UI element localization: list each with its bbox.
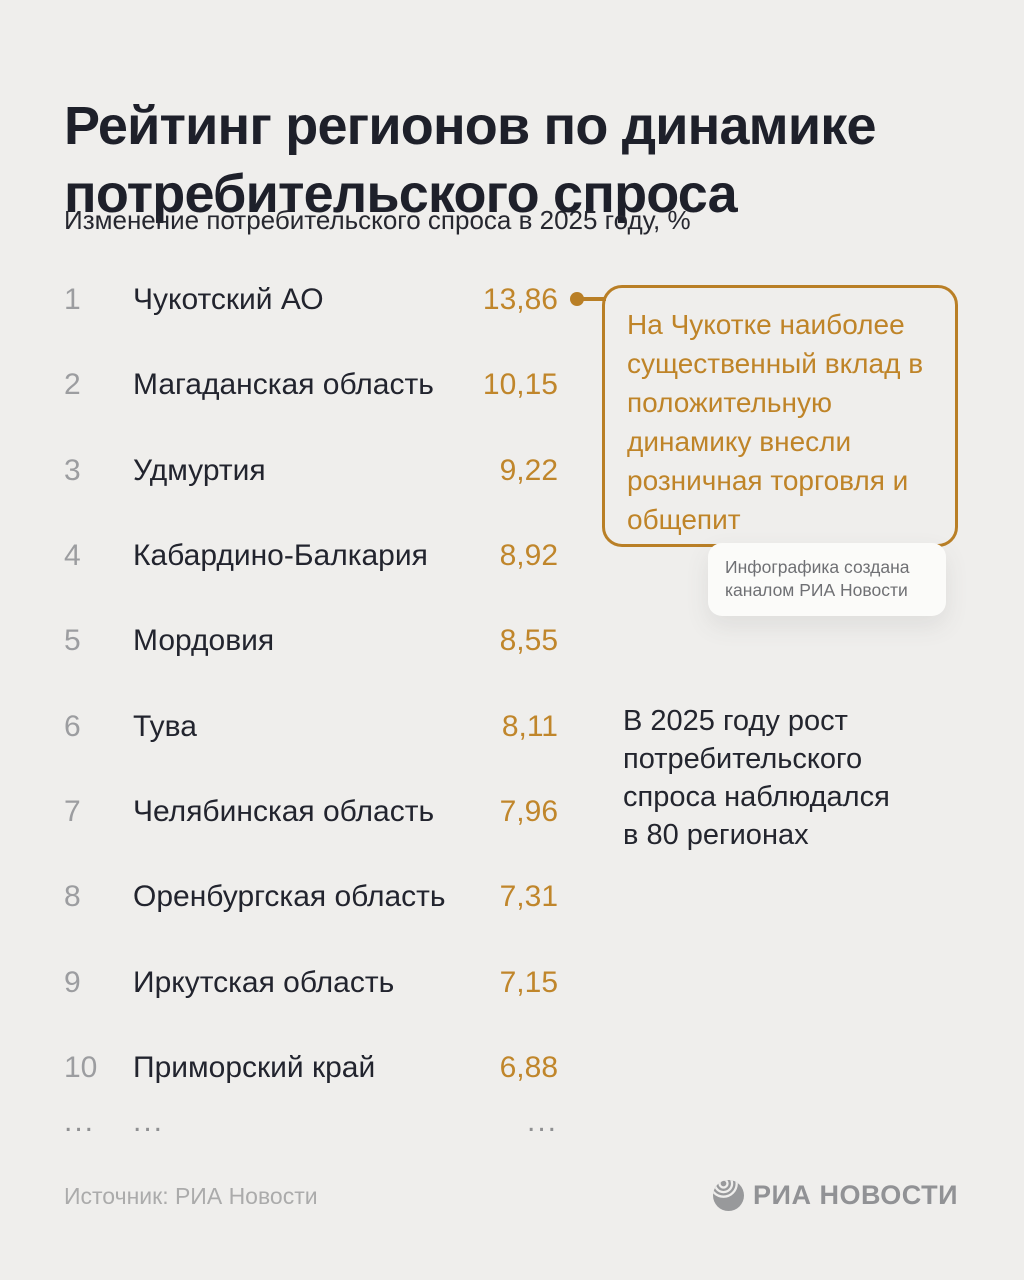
value-ellipsis: ... — [526, 1105, 558, 1138]
region-name: Удмуртия — [133, 454, 266, 487]
value-label: 7,96 — [499, 795, 558, 828]
rank-number: 3 — [64, 454, 81, 487]
value-label: 8,92 — [499, 539, 558, 572]
value-label: 7,15 — [499, 966, 558, 999]
region-name: Мордовия — [133, 624, 275, 657]
value-label: 7,31 — [499, 880, 558, 913]
rank-ellipsis: ... — [64, 1105, 96, 1138]
rank-number: 2 — [64, 368, 81, 401]
value-label: 9,22 — [499, 454, 558, 487]
brand-logo: РИА НОВОСТИ — [713, 1180, 958, 1211]
value-label: 13,86 — [482, 283, 558, 316]
rank-number: 8 — [64, 880, 81, 913]
region-name: Оренбургская область — [133, 880, 446, 913]
region-name: Магаданская область — [133, 368, 434, 401]
table-row: 6 Тува 8,11 — [64, 710, 558, 744]
value-label: 6,88 — [499, 1051, 558, 1084]
region-name: Кабардино-Балкария — [133, 539, 428, 572]
table-row: 3 Удмуртия 9,22 — [64, 454, 558, 488]
table-row: 4 Кабардино-Балкария 8,92 — [64, 539, 558, 573]
table-row: 5 Мордовия 8,55 — [64, 624, 558, 658]
fact-annotation: В 2025 году рост потребительского спроса… — [623, 705, 890, 851]
credit-infobox-text: Инфографика создана каналом РИА Новости — [725, 557, 910, 600]
value-label: 8,55 — [499, 624, 558, 657]
table-row: 10 Приморский край 6,88 — [64, 1051, 558, 1085]
rank-number: 4 — [64, 539, 81, 572]
rank-number: 9 — [64, 966, 81, 999]
rank-number: 7 — [64, 795, 81, 828]
page-subtitle: Изменение потребительского спроса в 2025… — [64, 205, 691, 235]
table-row: 9 Иркутская область 7,15 — [64, 966, 558, 1000]
table-row: 7 Челябинская область 7,96 — [64, 795, 558, 829]
value-label: 10,15 — [482, 368, 558, 401]
table-row: 2 Магаданская область 10,15 — [64, 368, 558, 402]
page-title: Рейтинг регионов по динамике потребитель… — [64, 96, 876, 225]
table-row: 8 Оренбургская область 7,31 — [64, 880, 558, 914]
table-row: 1 Чукотский АО 13,86 — [64, 283, 558, 317]
rank-number: 6 — [64, 710, 81, 743]
callout-connector-line — [577, 297, 606, 301]
callout-box: На Чукотке наиболее существенный вклад в… — [602, 285, 958, 547]
region-name: Тува — [133, 710, 197, 743]
callout-text: На Чукотке наиболее существенный вклад в… — [627, 309, 924, 535]
ellipsis-row: ... ... ... — [64, 1105, 558, 1139]
source-label: Источник: РИА Новости — [64, 1183, 318, 1209]
value-label: 8,11 — [501, 710, 558, 743]
region-name: Чукотский АО — [133, 283, 324, 316]
brand-name: РИА НОВОСТИ — [753, 1180, 958, 1210]
region-name: Иркутская область — [133, 966, 395, 999]
region-name: Приморский край — [133, 1051, 376, 1084]
ria-globe-icon — [713, 1180, 745, 1211]
rank-number: 1 — [64, 283, 81, 316]
rank-number: 10 — [64, 1051, 98, 1084]
region-ellipsis: ... — [133, 1105, 165, 1138]
credit-infobox: Инфографика создана каналом РИА Новости — [708, 543, 946, 616]
rank-number: 5 — [64, 624, 81, 657]
region-name: Челябинская область — [133, 795, 435, 828]
